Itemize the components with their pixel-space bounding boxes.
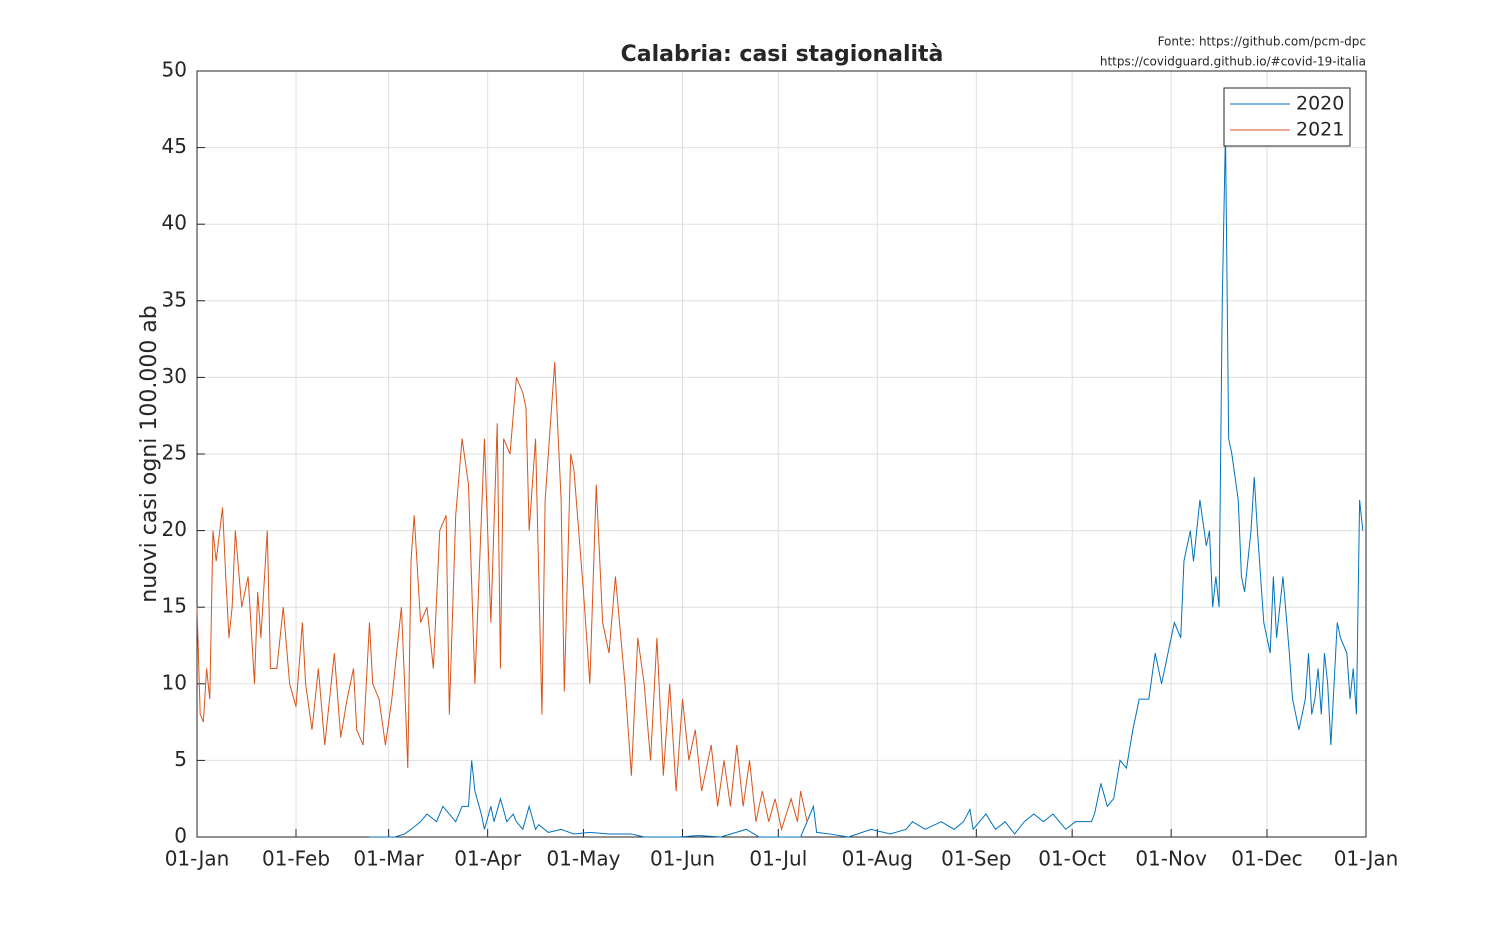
y-tick-label: 35 bbox=[162, 287, 187, 311]
chart-title: Calabria: casi stagionalità bbox=[621, 42, 944, 67]
series-line bbox=[369, 132, 1364, 838]
source-note: https://covidguard.github.io/#covid-19-i… bbox=[1100, 55, 1366, 69]
y-tick-label: 5 bbox=[174, 747, 187, 771]
x-tick-label: 01-Feb bbox=[262, 847, 330, 871]
x-tick-label: 01-Apr bbox=[454, 847, 522, 871]
x-tick-label: 01-Sep bbox=[941, 847, 1011, 871]
y-axis-label: nuovi casi ogni 100.000 ab bbox=[137, 305, 162, 603]
y-tick-label: 45 bbox=[162, 134, 187, 158]
x-tick-label: 01-Oct bbox=[1038, 847, 1106, 871]
y-tick-label: 20 bbox=[162, 517, 187, 541]
series-line bbox=[196, 362, 808, 832]
y-tick-label: 30 bbox=[162, 364, 187, 388]
y-tick-label: 15 bbox=[162, 594, 187, 618]
y-tick-label: 0 bbox=[174, 824, 187, 848]
legend-box bbox=[1223, 87, 1351, 147]
x-tick-label: 01-Aug bbox=[842, 847, 913, 871]
x-tick-label: 01-May bbox=[546, 847, 620, 871]
x-tick-label: 01-Jun bbox=[650, 847, 715, 871]
x-tick-label: 01-Jan bbox=[1334, 847, 1399, 871]
source-note: Fonte: https://github.com/pcm-dpc bbox=[1158, 35, 1366, 49]
legend-label: 2020 bbox=[1296, 93, 1344, 115]
y-tick-label: 50 bbox=[162, 58, 187, 82]
y-tick-label: 40 bbox=[162, 211, 187, 235]
x-tick-label: 01-Jul bbox=[749, 847, 807, 871]
x-tick-label: 01-Jan bbox=[165, 847, 230, 871]
y-tick-label: 25 bbox=[162, 441, 187, 465]
x-tick-label: 01-Mar bbox=[353, 847, 424, 871]
legend-label: 2021 bbox=[1296, 119, 1344, 141]
x-tick-label: 01-Nov bbox=[1135, 847, 1207, 871]
y-tick-label: 10 bbox=[162, 670, 187, 694]
x-tick-label: 01-Dec bbox=[1231, 847, 1302, 871]
